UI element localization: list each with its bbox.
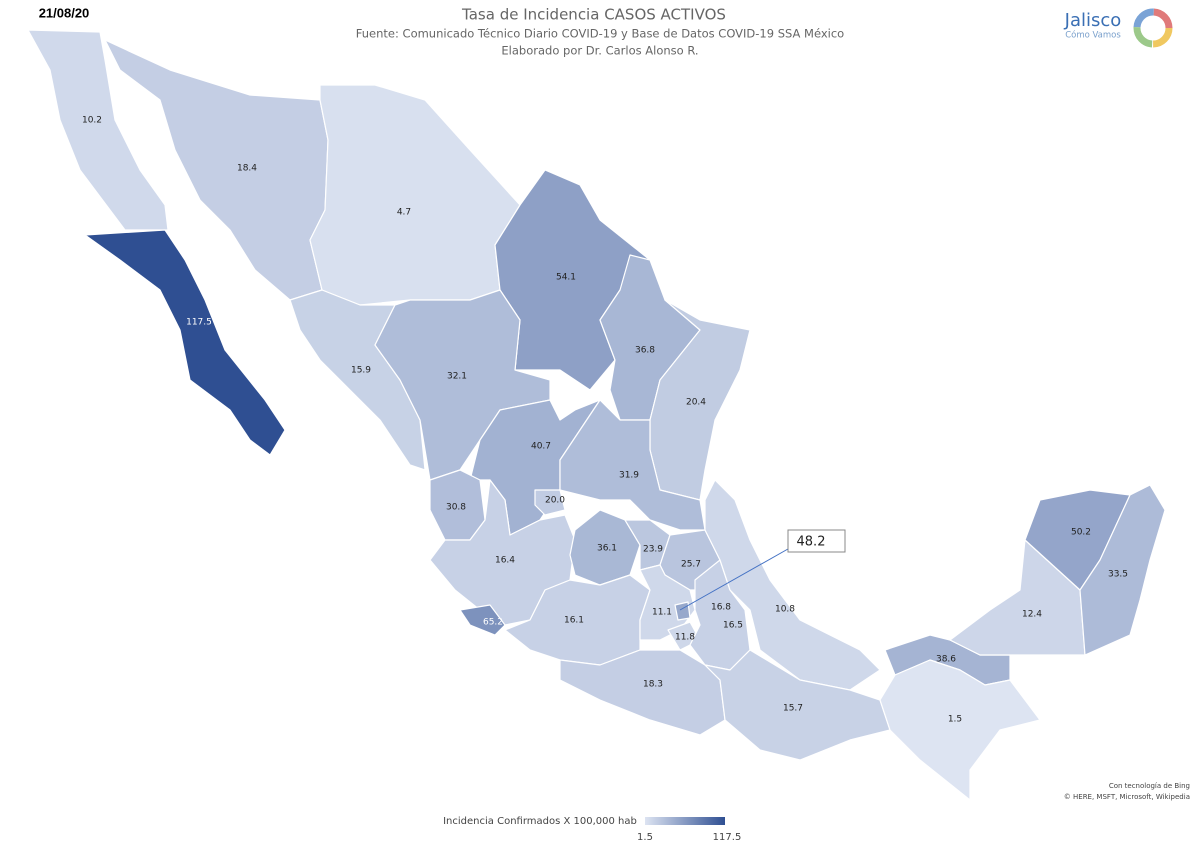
value-label: 11.8 [675, 633, 695, 643]
value-label: 16.4 [495, 556, 515, 566]
value-label: 20.0 [545, 496, 565, 506]
regions [27, 29, 1166, 801]
value-label: 10.8 [775, 605, 795, 615]
region [459, 604, 506, 636]
region [674, 601, 691, 621]
value-label: 4.7 [397, 208, 411, 218]
value-label: 36.1 [597, 544, 617, 554]
value-label: 20.4 [686, 398, 706, 408]
subtitle: Fuente: Comunicado Técnico Diario COVID-… [356, 27, 844, 41]
value-label: 15.7 [783, 704, 803, 714]
value-label: 18.4 [237, 164, 257, 174]
value-label: 15.9 [351, 366, 371, 376]
value-label: 16.5 [723, 621, 743, 631]
value-label: 50.2 [1071, 528, 1091, 538]
value-label: 48.2 [797, 535, 826, 550]
value-label: 36.8 [635, 346, 655, 356]
value-label: 65.2 [483, 618, 503, 628]
value-label: 54.1 [556, 273, 576, 283]
value-label: 23.9 [643, 545, 663, 555]
labels: 10.2 117.5 18.4 4.7 54.1 36.8 20.4 15.9 32.1 40.7… [82, 116, 1128, 725]
value-label: 16.8 [711, 603, 731, 613]
legend-title: Incidencia Confirmados X 100,000 hab [443, 816, 637, 827]
value-label: 11.1 [652, 608, 672, 618]
date: 21/08/20 [39, 5, 90, 20]
logo-ring [1133, 8, 1173, 48]
value-label: 12.4 [1022, 610, 1042, 620]
legend-bar [645, 817, 725, 825]
region [559, 399, 706, 531]
region [84, 229, 286, 456]
value-label: 10.2 [82, 116, 102, 126]
credit: © HERE, MSFT, Microsoft, Wikipedia [1064, 793, 1190, 801]
callout-box [787, 529, 846, 553]
value-label: 16.1 [564, 616, 584, 626]
legend-min: 1.5 [637, 832, 653, 843]
callout-line [679, 544, 796, 611]
map-title: Tasa de Incidencia CASOS ACTIVOS [461, 6, 726, 24]
region [534, 489, 566, 516]
value-label: 1.5 [948, 715, 962, 725]
region [289, 289, 426, 471]
logo-ring [1133, 8, 1173, 48]
logo-tagline: Cómo Vamos [1065, 30, 1121, 41]
logo-ring [1133, 8, 1173, 48]
legend-max: 117.5 [713, 832, 742, 843]
credit: Con tecnología de Bing [1109, 782, 1190, 790]
value-label: 31.9 [619, 471, 639, 481]
value-label: 32.1 [447, 372, 467, 382]
subtitle: Elaborado por Dr. Carlos Alonso R. [501, 44, 698, 58]
region [1079, 484, 1166, 656]
value-label: 30.8 [446, 503, 466, 513]
logo: Jalisco Cómo Vamos [1064, 8, 1173, 48]
value-label: 38.6 [936, 655, 956, 665]
value-label: 18.3 [643, 680, 663, 690]
value-label: 117.5 [186, 318, 212, 328]
region [309, 84, 521, 306]
value-label: 33.5 [1108, 570, 1128, 580]
value-label: 40.7 [531, 442, 551, 452]
value-label: 25.7 [681, 560, 701, 570]
region [704, 479, 881, 691]
region [559, 649, 726, 736]
region [27, 29, 169, 231]
logo-name: Jalisco [1064, 10, 1122, 31]
region [879, 659, 1041, 801]
